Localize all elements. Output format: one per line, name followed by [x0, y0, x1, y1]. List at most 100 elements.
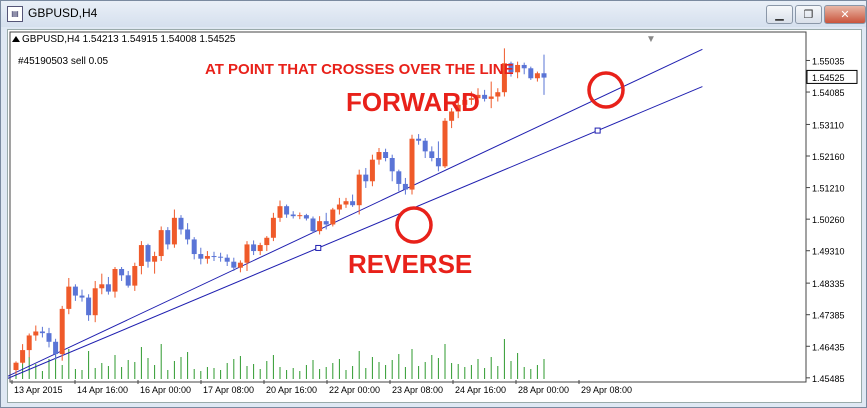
candle-body [317, 221, 323, 232]
candle-body [528, 68, 534, 79]
candle-body [105, 284, 111, 292]
price-tick-label: 1.47385 [812, 311, 845, 321]
candle-body [66, 286, 72, 309]
candle-body [416, 138, 422, 141]
candle-body [383, 152, 389, 159]
trendline[interactable] [3, 48, 703, 379]
chart-window-icon: ▤ [7, 6, 23, 22]
price-chart[interactable]: 1.55035 1.54085 1.53110 1.52160 1.51210 1.502… [3, 30, 861, 402]
price-tick-label: 1.54085 [812, 88, 845, 98]
price-tick-label: 1.52160 [812, 152, 845, 162]
candle-body [356, 174, 362, 206]
price-tick-label: 1.46435 [812, 342, 845, 352]
price-tick-label: 1.50260 [812, 215, 845, 225]
candle-body [119, 269, 125, 276]
restore-button[interactable]: ❐ [795, 5, 822, 24]
candle-body [79, 295, 85, 298]
candle-body [237, 262, 243, 268]
candle-body [125, 275, 131, 286]
minimize-button[interactable]: ▁ [766, 5, 793, 24]
candle-body [521, 64, 527, 69]
time-tick-label: 17 Apr 08:00 [203, 385, 254, 395]
time-axis: 13 Apr 2015 14 Apr 16:00 16 Apr 00:00 17 Ap… [11, 380, 632, 395]
order-label: #45190503 sell 0.05 [18, 56, 109, 67]
candle-body [468, 98, 474, 100]
candle-body [231, 261, 237, 268]
time-tick-label: 24 Apr 16:00 [455, 385, 506, 395]
price-tick-label: 1.53110 [812, 120, 844, 130]
candle-body [158, 230, 164, 257]
candle-body [290, 214, 296, 217]
time-tick-label: 13 Apr 2015 [14, 385, 63, 395]
candle-body [515, 64, 521, 73]
candle-body [501, 63, 507, 93]
candle-body [422, 140, 428, 152]
trendline-handle[interactable] [315, 244, 322, 251]
minimize-icon: ▁ [775, 8, 784, 21]
restore-icon: ❐ [803, 8, 814, 21]
candle-body [92, 288, 98, 316]
candle-body [350, 201, 356, 206]
candle-body [224, 257, 230, 262]
candle-body [508, 63, 514, 73]
candle-body [270, 217, 276, 238]
price-tick-label: 1.55035 [812, 56, 845, 66]
plot-border [9, 31, 807, 383]
candle-body [323, 221, 329, 225]
candle-body [376, 152, 382, 160]
candle-body [86, 297, 92, 316]
candle-body [541, 73, 547, 78]
candle-body [171, 217, 177, 245]
candle-body [53, 341, 59, 355]
candle-body [303, 215, 309, 219]
candle-body [284, 206, 290, 215]
price-tick-label: 1.51210 [812, 184, 845, 194]
candle-body [185, 229, 191, 240]
time-tick-label: 29 Apr 08:00 [581, 385, 632, 395]
candle-body [297, 215, 303, 217]
trendline[interactable] [3, 86, 703, 381]
reverse-cross-circle [395, 206, 433, 244]
candle-body [277, 206, 283, 218]
candle-body [534, 73, 540, 79]
candle-body [152, 256, 158, 262]
price-tick-label: 1.48335 [812, 279, 845, 289]
candle-body [99, 284, 105, 289]
price-tick-label: 1.45485 [812, 374, 845, 384]
candle-body [435, 158, 441, 167]
candle-body [211, 256, 217, 258]
candle-body [310, 218, 316, 232]
candle-body [429, 151, 435, 159]
candle-body [191, 239, 197, 255]
candles [13, 48, 547, 375]
chart-area[interactable]: 1.55035 1.54085 1.53110 1.52160 1.51210 1.502… [3, 29, 862, 403]
candle-body [363, 174, 369, 182]
candle-body [26, 335, 32, 351]
trendline-handle[interactable] [594, 127, 601, 134]
candle-body [330, 209, 336, 225]
candle-body [336, 204, 342, 210]
candle-body [409, 138, 415, 190]
time-tick-label: 16 Apr 00:00 [140, 385, 191, 395]
scroll-shift-marker-icon[interactable]: ▼ [646, 34, 656, 45]
close-icon: ✕ [840, 8, 850, 21]
candle-body [218, 256, 224, 258]
chart-symbol-arrow-icon [12, 36, 20, 42]
price-tick-label: 1.49310 [812, 247, 845, 257]
time-tick-label: 14 Apr 16:00 [77, 385, 128, 395]
volume-bars [15, 339, 545, 379]
candle-body [442, 120, 448, 167]
current-price-label: 1.54525 [812, 73, 845, 83]
candle-body [257, 245, 263, 252]
trendlines[interactable] [3, 48, 703, 381]
price-axis: 1.55035 1.54085 1.53110 1.52160 1.51210 1.502… [9, 31, 858, 384]
candle-body [251, 244, 257, 252]
title-bar[interactable]: ▤ GBPUSD,H4 ▁ ❐ ✕ [1, 1, 866, 27]
candle-body [178, 217, 184, 230]
close-button[interactable]: ✕ [824, 5, 866, 24]
candle-body [165, 230, 171, 245]
candle-body [33, 331, 39, 336]
candle-body [198, 254, 204, 259]
candle-body [488, 96, 494, 99]
forward-cross-circle [587, 71, 625, 109]
